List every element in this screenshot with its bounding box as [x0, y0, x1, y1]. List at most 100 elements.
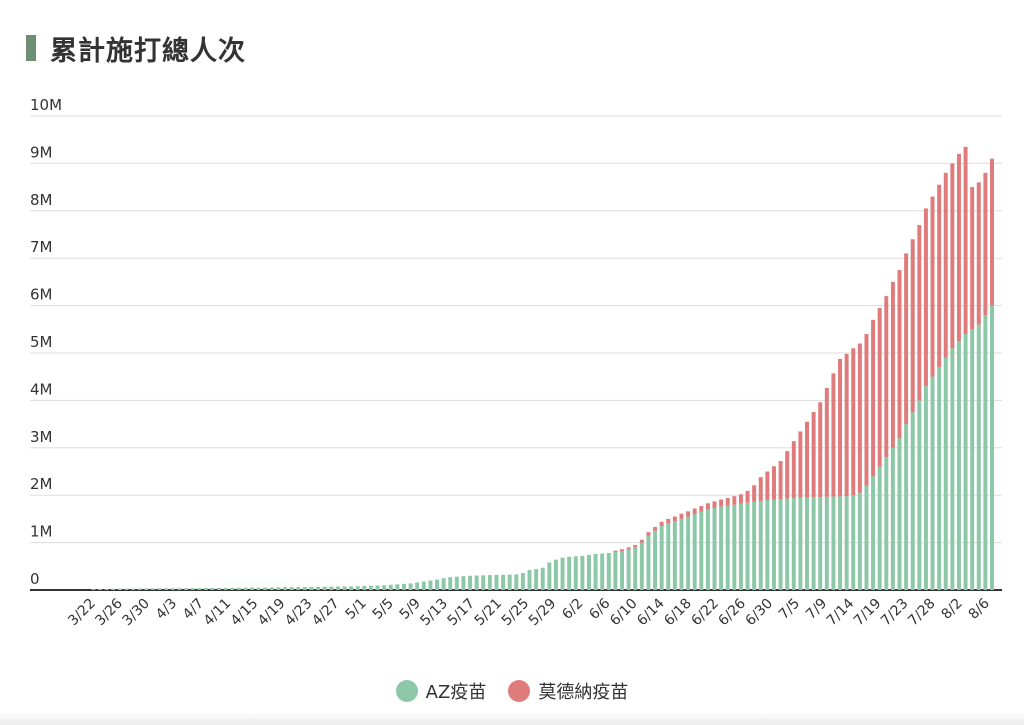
bar-az[interactable]	[620, 551, 624, 590]
bar-az[interactable]	[752, 501, 757, 590]
bar-moderna[interactable]	[943, 172, 948, 358]
bar-az[interactable]	[719, 506, 724, 590]
bar-az[interactable]	[481, 575, 486, 590]
bar-az[interactable]	[884, 457, 889, 590]
bar-moderna[interactable]	[805, 421, 809, 498]
bar-az[interactable]	[461, 576, 466, 590]
bar-az[interactable]	[474, 575, 479, 590]
bar-az[interactable]	[943, 357, 948, 590]
bar-moderna[interactable]	[686, 511, 691, 517]
bar-az[interactable]	[190, 588, 195, 590]
bar-moderna[interactable]	[917, 225, 922, 401]
bar-az[interactable]	[646, 535, 651, 590]
bar-az[interactable]	[871, 476, 876, 590]
bar-moderna[interactable]	[791, 441, 796, 499]
bar-moderna[interactable]	[705, 503, 710, 510]
bar-az[interactable]	[230, 587, 235, 590]
legend-item-az[interactable]: AZ疫苗	[395, 678, 486, 704]
bar-az[interactable]	[699, 511, 704, 590]
bar-az[interactable]	[771, 499, 776, 590]
bar-moderna[interactable]	[633, 544, 638, 548]
bar-az[interactable]	[937, 367, 942, 590]
bar-az[interactable]	[593, 553, 598, 590]
bar-moderna[interactable]	[890, 281, 895, 448]
bar-moderna[interactable]	[976, 182, 981, 325]
bar-az[interactable]	[124, 588, 129, 590]
bar-az[interactable]	[639, 542, 644, 590]
bar-az[interactable]	[415, 582, 420, 590]
bar-az[interactable]	[296, 587, 301, 590]
bar-moderna[interactable]	[653, 526, 658, 531]
bar-az[interactable]	[494, 574, 499, 590]
bar-az[interactable]	[243, 587, 248, 590]
bar-moderna[interactable]	[897, 270, 902, 439]
bar-az[interactable]	[738, 503, 743, 590]
bar-az[interactable]	[203, 588, 208, 590]
bar-az[interactable]	[712, 507, 717, 590]
bar-moderna[interactable]	[930, 196, 935, 377]
bar-az[interactable]	[705, 509, 710, 590]
bar-az[interactable]	[983, 315, 988, 590]
bar-az[interactable]	[402, 583, 406, 590]
bar-moderna[interactable]	[963, 146, 968, 335]
bar-az[interactable]	[454, 576, 459, 590]
bar-moderna[interactable]	[626, 547, 631, 550]
bar-az[interactable]	[335, 586, 340, 590]
bar-az[interactable]	[111, 588, 116, 590]
bar-az[interactable]	[824, 496, 829, 590]
bar-moderna[interactable]	[719, 499, 724, 507]
bar-az[interactable]	[316, 586, 321, 590]
bar-moderna[interactable]	[659, 521, 664, 527]
bar-az[interactable]	[150, 588, 155, 590]
bar-az[interactable]	[349, 586, 354, 590]
bar-moderna[interactable]	[672, 516, 677, 522]
bar-az[interactable]	[263, 587, 268, 590]
bar-az[interactable]	[778, 498, 783, 590]
bar-az[interactable]	[448, 577, 453, 590]
bar-az[interactable]	[520, 572, 525, 590]
bar-moderna[interactable]	[877, 307, 882, 467]
bar-az[interactable]	[560, 557, 565, 590]
bar-az[interactable]	[309, 586, 314, 590]
bar-az[interactable]	[322, 586, 327, 590]
bar-az[interactable]	[217, 587, 221, 590]
bar-az[interactable]	[765, 499, 770, 590]
bar-az[interactable]	[970, 329, 975, 590]
bar-az[interactable]	[276, 587, 281, 590]
bar-az[interactable]	[547, 562, 552, 590]
bar-az[interactable]	[117, 588, 122, 590]
bar-az[interactable]	[236, 587, 241, 590]
bar-az[interactable]	[976, 324, 981, 590]
bar-az[interactable]	[164, 588, 169, 590]
bar-moderna[interactable]	[857, 343, 862, 493]
bar-az[interactable]	[362, 585, 367, 590]
bar-az[interactable]	[692, 514, 697, 590]
bar-moderna[interactable]	[666, 518, 671, 524]
bar-az[interactable]	[408, 583, 413, 590]
bar-az[interactable]	[910, 412, 915, 590]
bar-az[interactable]	[857, 492, 862, 590]
bar-az[interactable]	[745, 502, 750, 590]
bar-az[interactable]	[963, 334, 968, 590]
bar-az[interactable]	[553, 559, 558, 590]
bar-az[interactable]	[91, 589, 96, 590]
bar-moderna[interactable]	[884, 296, 889, 458]
bar-az[interactable]	[990, 305, 994, 590]
bar-moderna[interactable]	[871, 319, 876, 477]
bar-az[interactable]	[375, 585, 380, 590]
bar-moderna[interactable]	[725, 498, 730, 506]
bar-moderna[interactable]	[990, 158, 994, 306]
bar-az[interactable]	[580, 555, 585, 590]
bar-moderna[interactable]	[844, 353, 849, 497]
bar-moderna[interactable]	[771, 466, 776, 500]
bar-az[interactable]	[864, 485, 869, 590]
bar-moderna[interactable]	[646, 532, 651, 536]
bar-az[interactable]	[468, 575, 473, 590]
bar-az[interactable]	[672, 521, 677, 590]
bar-az[interactable]	[435, 579, 440, 590]
bar-az[interactable]	[567, 556, 572, 590]
bar-az[interactable]	[666, 523, 671, 590]
bar-moderna[interactable]	[639, 539, 644, 543]
bar-az[interactable]	[177, 588, 182, 590]
legend-item-moderna[interactable]: 莫德納疫苗	[508, 678, 628, 704]
